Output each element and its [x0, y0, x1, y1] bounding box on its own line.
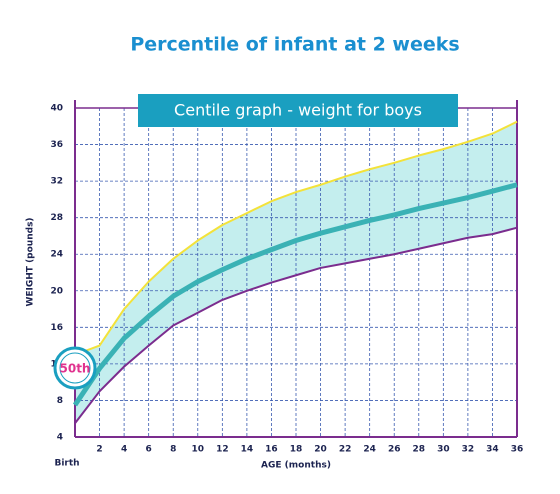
x-tick-label: 8 [170, 445, 176, 455]
x-tick-label: 20 [314, 445, 327, 455]
x-tick-label: Birth [54, 459, 79, 469]
x-tick-label: 28 [413, 445, 426, 455]
series-line [72, 182, 518, 407]
x-tick-label: 30 [437, 445, 450, 455]
y-tick-label: 40 [50, 104, 63, 114]
x-tick-label: 2 [96, 445, 102, 455]
chart-title: Percentile of infant at 2 weeks [130, 34, 459, 56]
x-tick-label: 18 [290, 445, 303, 455]
x-tick-label: 6 [146, 445, 152, 455]
centile-band [75, 121, 517, 424]
x-tick-label: 26 [388, 445, 401, 455]
series-line [74, 120, 518, 356]
x-axis-label: AGE (months) [261, 461, 331, 471]
y-tick-label: 8 [57, 396, 63, 406]
annotation: 50th [60, 362, 91, 376]
x-tick-label: 22 [339, 445, 352, 455]
x-tick-label: 32 [462, 445, 475, 455]
y-tick-label: 32 [50, 177, 63, 187]
subtitle: Centile graph - weight for boys [174, 101, 422, 120]
marker-inner [59, 352, 91, 384]
x-tick-label: 36 [511, 445, 524, 455]
y-axis-label: WEIGHT (pounds) [26, 217, 36, 306]
x-tick-label: 34 [486, 445, 499, 455]
x-tick-label: 24 [363, 445, 376, 455]
y-tick-label: 28 [50, 213, 63, 223]
subtitle-box [138, 94, 458, 127]
x-tick-label: 12 [216, 445, 229, 455]
x-tick-label: 4 [121, 445, 127, 455]
series-line [74, 226, 518, 424]
y-tick-label: 20 [50, 286, 63, 296]
y-tick-label: 16 [50, 323, 63, 333]
x-tick-label: 16 [265, 445, 278, 455]
y-tick-label: 4 [57, 433, 63, 443]
y-tick-label: 36 [50, 140, 63, 150]
x-tick-label: 14 [241, 445, 254, 455]
x-tick-label: 10 [192, 445, 205, 455]
y-tick-label: 24 [50, 250, 63, 260]
